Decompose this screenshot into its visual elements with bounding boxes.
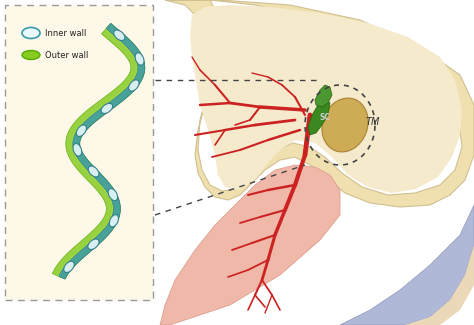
Ellipse shape [88,166,99,177]
Polygon shape [160,165,340,325]
Text: Outer wall: Outer wall [45,50,88,59]
Ellipse shape [135,53,144,65]
Text: SC: SC [320,113,331,122]
FancyBboxPatch shape [5,5,153,300]
Polygon shape [190,5,462,193]
Ellipse shape [73,144,82,156]
Ellipse shape [109,215,118,227]
Polygon shape [340,205,474,325]
Ellipse shape [129,80,139,91]
Polygon shape [52,23,145,279]
Polygon shape [59,23,145,279]
Polygon shape [308,100,330,135]
Ellipse shape [64,261,74,272]
Polygon shape [315,85,332,107]
Polygon shape [280,245,474,325]
Ellipse shape [22,28,40,38]
Text: Inner wall: Inner wall [45,29,86,37]
Ellipse shape [101,103,113,113]
Ellipse shape [108,188,118,201]
Ellipse shape [88,239,99,250]
Text: TM: TM [366,117,380,127]
Ellipse shape [114,30,125,41]
Ellipse shape [322,98,368,152]
Ellipse shape [22,50,40,59]
Ellipse shape [76,125,86,136]
Polygon shape [165,0,474,207]
